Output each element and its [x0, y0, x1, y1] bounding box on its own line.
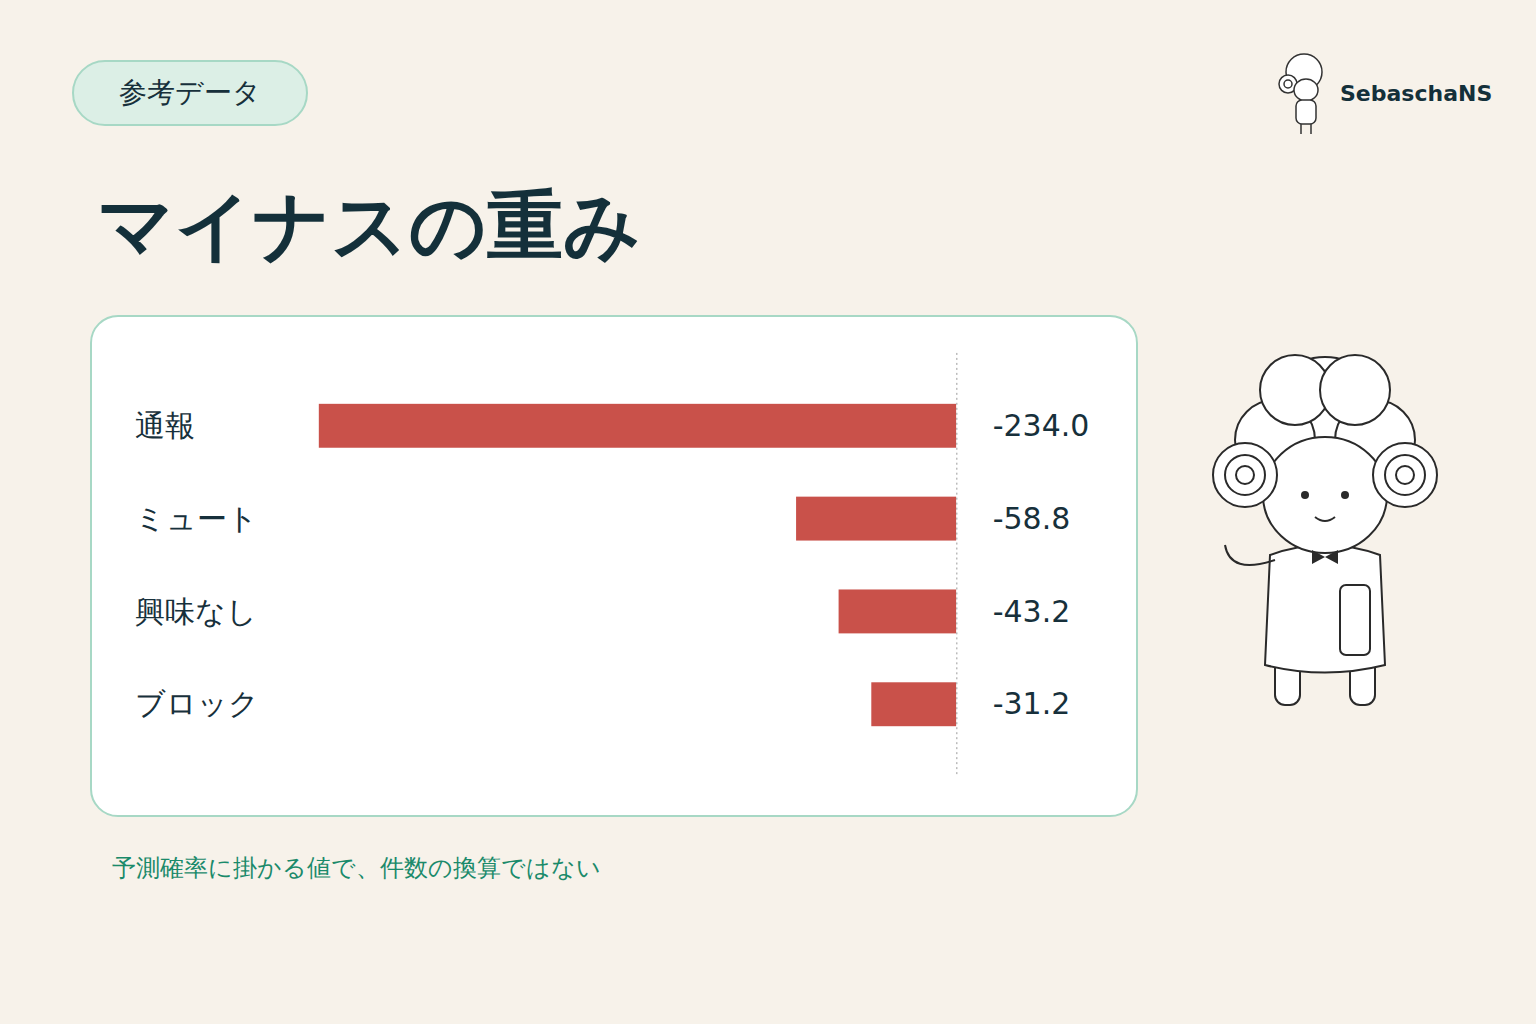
html-text:SebaschaNS: SebaschaNS	[1340, 80, 1493, 106]
html-text:マイナスの重み: マイナスの重み	[97, 181, 641, 270]
html-text:参考データ: 参考データ	[119, 76, 261, 109]
svg-text:-31.2: -31.2	[993, 686, 1070, 721]
html-text:予測確率に掛かる値で、件数の換算ではない: 予測確率に掛かる値で、件数の換算ではない	[112, 854, 601, 882]
svg-text:ミュート: ミュート	[135, 501, 258, 536]
svg-text:興味なし: 興味なし	[135, 594, 257, 629]
svg-text:-234.0: -234.0	[993, 408, 1090, 443]
svg-text:-43.2: -43.2	[993, 594, 1070, 629]
svg-text:ブロック: ブロック	[135, 686, 259, 721]
svg-text:-58.8: -58.8	[993, 501, 1070, 536]
svg-text:通報: 通報	[135, 408, 195, 443]
